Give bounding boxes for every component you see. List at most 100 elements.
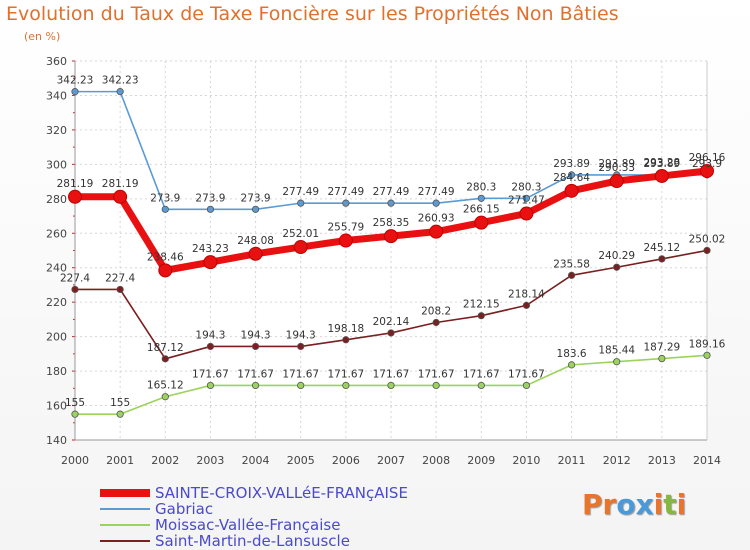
x-tick-label: 2012 bbox=[603, 454, 631, 467]
legend-swatch bbox=[100, 489, 150, 497]
data-point bbox=[251, 381, 260, 390]
proxiti-logo: Proxiti bbox=[582, 488, 686, 521]
data-label: 281.19 bbox=[102, 178, 139, 190]
data-label: 277.49 bbox=[418, 186, 455, 198]
data-point bbox=[654, 168, 669, 183]
data-point bbox=[564, 183, 579, 198]
data-label: 194.3 bbox=[286, 329, 316, 341]
data-point bbox=[206, 205, 215, 213]
data-label: 194.3 bbox=[195, 329, 225, 341]
data-label: 227.4 bbox=[105, 272, 135, 284]
legend-label: Gabriac bbox=[155, 500, 214, 518]
legend-item: Saint-Martin-de-Lansuscle bbox=[100, 532, 350, 550]
data-label: 266.15 bbox=[463, 204, 500, 216]
data-point bbox=[477, 194, 485, 202]
x-tick-label: 2009 bbox=[467, 454, 495, 467]
y-tick-label: 260 bbox=[46, 227, 67, 240]
data-point bbox=[161, 393, 169, 401]
x-tick-label: 2014 bbox=[693, 454, 721, 467]
data-point bbox=[293, 240, 308, 255]
data-label: 293.89 bbox=[553, 158, 590, 170]
data-point bbox=[477, 381, 485, 390]
data-point bbox=[206, 342, 215, 351]
data-point bbox=[116, 285, 124, 294]
data-label: 258.35 bbox=[373, 217, 410, 229]
data-point bbox=[384, 229, 398, 244]
legend-label: Saint-Martin-de-Lansuscle bbox=[155, 532, 350, 550]
x-tick-label: 2004 bbox=[242, 454, 270, 467]
y-tick-label: 340 bbox=[46, 89, 67, 102]
data-point bbox=[522, 194, 531, 202]
data-point bbox=[68, 189, 82, 204]
data-label: 277.49 bbox=[282, 186, 319, 198]
data-label: 273.9 bbox=[241, 192, 271, 204]
data-point bbox=[567, 271, 576, 279]
logo-letter: t bbox=[663, 488, 677, 521]
data-label: 187.29 bbox=[643, 342, 680, 354]
data-point bbox=[161, 355, 169, 363]
x-tick-label: 2013 bbox=[648, 454, 676, 467]
x-tick-label: 2007 bbox=[377, 454, 405, 467]
data-point bbox=[567, 171, 576, 179]
y-tick-label: 200 bbox=[46, 331, 67, 344]
logo-letter: x bbox=[635, 488, 654, 521]
data-label: 290.33 bbox=[598, 162, 635, 174]
y-tick-label: 240 bbox=[46, 262, 67, 275]
y-tick-label: 220 bbox=[46, 296, 67, 309]
data-point bbox=[432, 381, 440, 390]
legend-item: Moissac-Vallée-Française bbox=[100, 516, 340, 534]
data-label: 280.3 bbox=[511, 181, 541, 193]
line-chart: 140 160 180 200 220 240 260 280 300 320 340 360 2000… bbox=[46, 55, 726, 467]
data-label: 252.01 bbox=[282, 228, 319, 240]
data-label: 243.23 bbox=[192, 243, 229, 255]
data-label: 171.67 bbox=[508, 368, 545, 380]
data-label: 296.16 bbox=[689, 152, 726, 164]
data-point bbox=[203, 255, 218, 270]
data-point bbox=[251, 205, 260, 213]
data-point bbox=[297, 342, 305, 351]
data-point bbox=[297, 199, 305, 207]
data-point bbox=[387, 199, 395, 207]
data-point bbox=[613, 358, 621, 366]
data-point bbox=[158, 263, 173, 278]
legend-swatch bbox=[100, 524, 150, 526]
y-tick-label: 160 bbox=[46, 400, 67, 413]
chart-title: Evolution du Taux de Taxe Foncière sur l… bbox=[6, 3, 619, 25]
data-label: 198.18 bbox=[327, 323, 364, 335]
data-label: 260.93 bbox=[418, 213, 455, 225]
x-tick-label: 2008 bbox=[422, 454, 450, 467]
data-label: 293.89 bbox=[598, 158, 635, 170]
data-point bbox=[429, 224, 444, 239]
data-point bbox=[113, 189, 128, 204]
data-point bbox=[206, 381, 215, 390]
data-label: 218.14 bbox=[508, 288, 545, 300]
data-point bbox=[658, 354, 666, 363]
logo-letter: P bbox=[582, 488, 603, 521]
data-point bbox=[567, 361, 576, 369]
data-point bbox=[71, 410, 79, 418]
data-point bbox=[116, 88, 124, 96]
data-label: 202.14 bbox=[373, 316, 410, 328]
data-label: 342.23 bbox=[57, 75, 94, 87]
x-tick-label: 2001 bbox=[106, 454, 134, 467]
data-point bbox=[658, 255, 666, 263]
data-label: 155 bbox=[65, 397, 85, 409]
data-point bbox=[613, 263, 621, 271]
data-label: 171.67 bbox=[418, 368, 455, 380]
data-point bbox=[522, 301, 531, 309]
data-label: 155 bbox=[110, 397, 130, 409]
legend-swatch bbox=[100, 508, 150, 510]
data-label: 255.79 bbox=[327, 222, 364, 234]
y-tick-label: 360 bbox=[46, 55, 67, 68]
x-tick-label: 2000 bbox=[61, 454, 89, 467]
data-point bbox=[477, 312, 485, 320]
data-point bbox=[248, 246, 263, 261]
x-tick-label: 2002 bbox=[151, 454, 179, 467]
logo-letter: r bbox=[602, 488, 617, 521]
legend-swatch bbox=[100, 540, 150, 542]
x-tick-label: 2010 bbox=[512, 454, 540, 467]
data-label: 171.67 bbox=[463, 368, 500, 380]
y-tick-label: 280 bbox=[46, 193, 67, 206]
data-label: 189.16 bbox=[689, 338, 726, 350]
data-label: 194.3 bbox=[241, 329, 271, 341]
